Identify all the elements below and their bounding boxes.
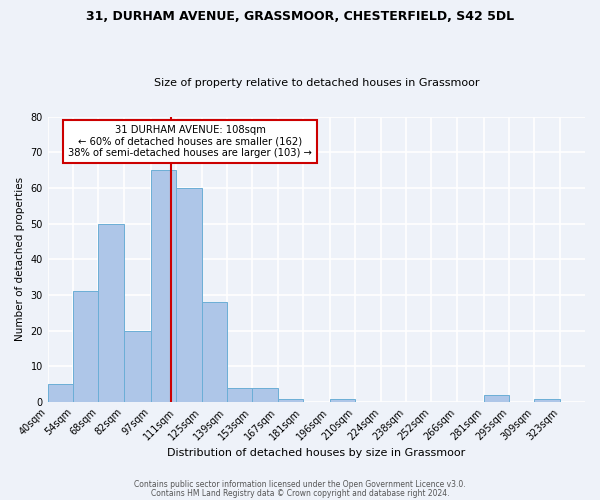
Bar bbox=[484, 395, 509, 402]
Bar bbox=[535, 398, 560, 402]
Bar bbox=[73, 292, 98, 402]
Bar bbox=[98, 224, 124, 402]
Y-axis label: Number of detached properties: Number of detached properties bbox=[15, 178, 25, 342]
Bar bbox=[227, 388, 252, 402]
Bar bbox=[124, 330, 151, 402]
X-axis label: Distribution of detached houses by size in Grassmoor: Distribution of detached houses by size … bbox=[167, 448, 466, 458]
Bar bbox=[48, 384, 73, 402]
Bar bbox=[176, 188, 202, 402]
Bar bbox=[252, 388, 278, 402]
Text: Contains HM Land Registry data © Crown copyright and database right 2024.: Contains HM Land Registry data © Crown c… bbox=[151, 488, 449, 498]
Bar bbox=[330, 398, 355, 402]
Bar bbox=[278, 398, 303, 402]
Title: Size of property relative to detached houses in Grassmoor: Size of property relative to detached ho… bbox=[154, 78, 479, 88]
Text: Contains public sector information licensed under the Open Government Licence v3: Contains public sector information licen… bbox=[134, 480, 466, 489]
Text: 31 DURHAM AVENUE: 108sqm
← 60% of detached houses are smaller (162)
38% of semi-: 31 DURHAM AVENUE: 108sqm ← 60% of detach… bbox=[68, 125, 312, 158]
Text: 31, DURHAM AVENUE, GRASSMOOR, CHESTERFIELD, S42 5DL: 31, DURHAM AVENUE, GRASSMOOR, CHESTERFIE… bbox=[86, 10, 514, 23]
Bar bbox=[151, 170, 176, 402]
Bar bbox=[202, 302, 227, 402]
